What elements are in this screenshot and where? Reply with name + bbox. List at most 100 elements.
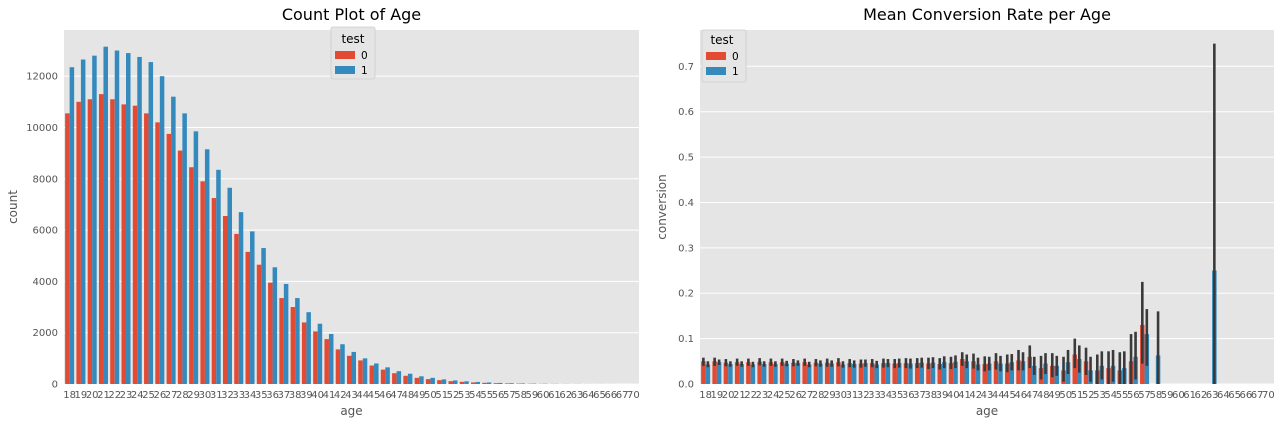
x-tick-label: 25 (142, 390, 155, 401)
legend-title: test (341, 32, 364, 46)
bar-1-46 (385, 367, 390, 384)
bar-1-36 (272, 267, 278, 384)
bar-1-53 (464, 381, 469, 384)
bar-1-24 (773, 364, 778, 384)
x-tick-label: 28 (176, 390, 189, 401)
chart-title: Count Plot of Age (282, 5, 421, 24)
bar-0-37 (279, 298, 284, 384)
bar-1-43 (987, 363, 992, 384)
x-tick-label: 57 (1138, 390, 1151, 401)
bar-1-55 (486, 382, 492, 384)
x-tick-label: 70 (627, 390, 640, 401)
bar-1-20 (92, 55, 97, 385)
bar-1-21 (103, 46, 108, 384)
bar-0-51 (437, 380, 442, 384)
x-tick-label: 30 (834, 390, 847, 401)
bar-0-34 (245, 251, 251, 384)
bar-1-34 (885, 363, 891, 384)
x-tick-label: 21 (733, 390, 746, 401)
x-tick-label: 40 (311, 390, 324, 401)
bar-1-20 (728, 364, 733, 384)
bar-0-47 (1027, 356, 1033, 384)
bar-0-30 (836, 362, 841, 384)
x-axis-label: age (976, 404, 998, 418)
bar-0-18 (65, 113, 70, 384)
legend-label-1: 1 (732, 66, 739, 78)
bar-1-44 (998, 363, 1003, 384)
bar-1-24 (137, 56, 142, 384)
x-tick-label: 29 (187, 390, 200, 401)
x-tick-label: 42 (969, 390, 982, 401)
bar-1-27 (806, 364, 812, 384)
x-tick-label: 67 (1251, 390, 1264, 401)
x-tick-label: 49 (1048, 390, 1061, 401)
conversion-rate-chart: 0.00.10.20.30.40.50.60.7 181920212223242… (655, 5, 1275, 418)
x-tick-label: 58 (514, 390, 527, 401)
bar-0-18 (701, 361, 706, 384)
bar-1-41 (964, 361, 969, 384)
x-tick-label: 32 (857, 390, 870, 401)
x-tick-label: 48 (402, 390, 415, 401)
x-tick-label: 52 (447, 390, 460, 401)
x-tick-label: 51 (435, 390, 448, 401)
x-tick-label: 56 (492, 390, 505, 401)
y-tick-label: 10000 (26, 123, 58, 134)
y-tick-label: 0.3 (678, 243, 694, 254)
y-tick-label: 6000 (33, 226, 58, 237)
bar-1-51 (441, 379, 447, 384)
y-tick-label: 0 (52, 380, 58, 391)
bar-0-42 (335, 349, 341, 384)
bar-1-42 (340, 344, 345, 384)
bar-0-40 (313, 331, 318, 384)
bar-1-58 (520, 383, 526, 384)
legend-swatch-0 (335, 51, 355, 59)
bar-0-24 (768, 362, 774, 384)
bar-0-36 (903, 363, 909, 384)
y-tick-label: 4000 (33, 277, 58, 288)
bar-0-29 (824, 362, 830, 384)
x-tick-label: 53 (1093, 390, 1106, 401)
bar-0-28 (177, 150, 183, 384)
bar-1-25 (784, 363, 789, 384)
bar-0-25 (144, 113, 149, 384)
legend-swatch-1 (706, 67, 726, 75)
bar-0-33 (234, 233, 239, 384)
x-tick-label: 62 (559, 390, 572, 401)
x-tick-label: 50 (424, 390, 437, 401)
x-tick-label: 39 (936, 390, 949, 401)
x-tick-label: 70 (1262, 390, 1275, 401)
x-tick-label: 59 (1161, 390, 1174, 401)
x-tick-label: 49 (413, 390, 426, 401)
bar-1-30 (840, 364, 846, 384)
y-tick-label: 0.0 (678, 380, 694, 391)
bar-0-40 (948, 363, 954, 384)
x-tick-label: 33 (232, 390, 245, 401)
x-tick-label: 63 (571, 390, 584, 401)
bar-0-21 (98, 94, 104, 384)
bar-1-31 (851, 364, 857, 384)
bar-1-37 (283, 283, 289, 384)
bar-0-38 (290, 307, 296, 384)
x-tick-label: 32 (221, 390, 234, 401)
bar-0-52 (448, 381, 453, 384)
x-tick-label: 30 (199, 390, 212, 401)
bar-1-40 (953, 361, 958, 384)
bar-0-22 (746, 362, 751, 384)
legend-label-0: 0 (732, 51, 739, 63)
bar-1-33 (238, 212, 244, 384)
x-tick-label: 63 (1206, 390, 1219, 401)
x-tick-label: 55 (480, 390, 493, 401)
bar-1-43 (351, 351, 357, 384)
bar-1-27 (171, 96, 176, 385)
bar-1-52 (452, 380, 458, 384)
bar-1-39 (941, 362, 947, 384)
bar-1-19 (80, 59, 86, 384)
bar-0-34 (881, 363, 886, 384)
x-tick-label: 67 (616, 390, 629, 401)
y-tick-label: 12000 (26, 72, 58, 83)
bar-0-21 (734, 362, 740, 384)
bar-1-38 (930, 362, 936, 384)
bar-1-28 (818, 363, 823, 384)
x-tick-label: 43 (345, 390, 358, 401)
bar-1-46 (1020, 361, 1026, 384)
